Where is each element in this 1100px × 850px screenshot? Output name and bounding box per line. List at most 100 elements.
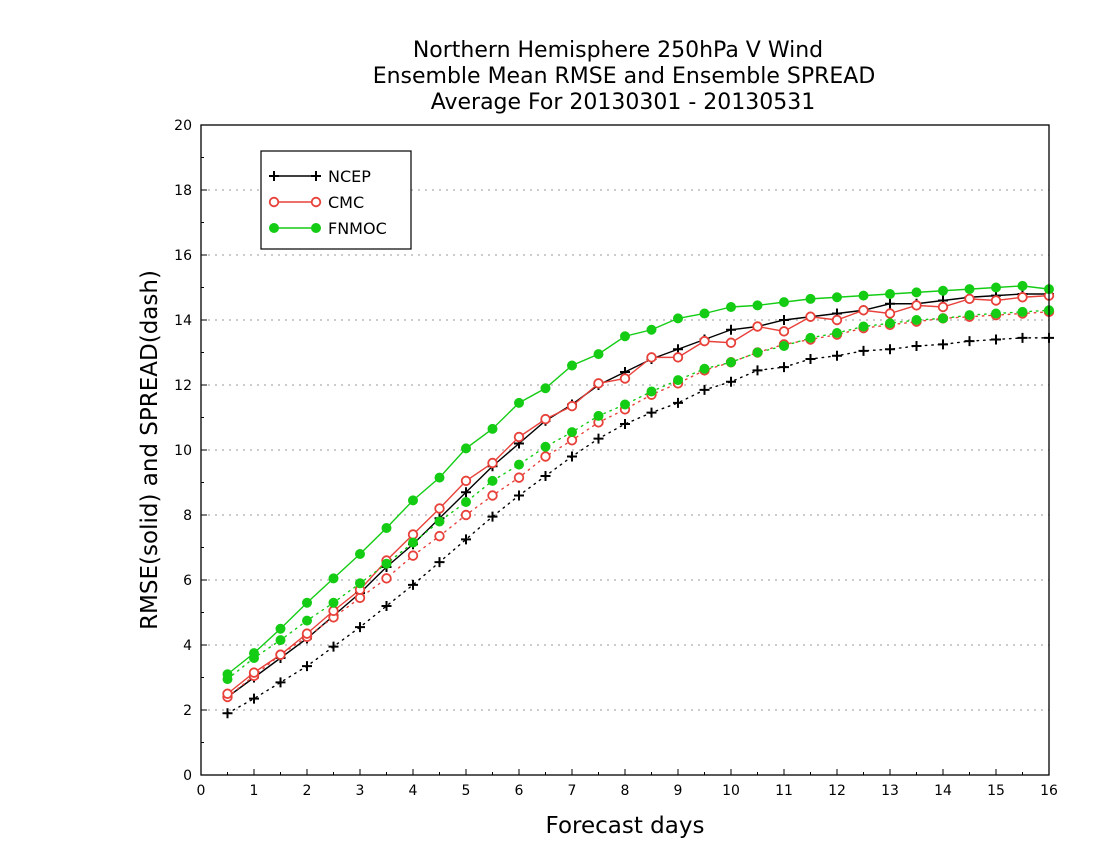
spread-point-fnmoc xyxy=(540,441,551,452)
spread-point-fnmoc xyxy=(964,310,975,321)
rmse-point-cmc xyxy=(699,335,710,347)
y-tick-label: 12 xyxy=(174,378,192,394)
rmse-point-fnmoc xyxy=(673,313,683,324)
spread-point-ncep xyxy=(540,471,551,481)
spread-line-fnmoc xyxy=(226,309,1050,680)
rmse-point-fnmoc xyxy=(1017,280,1028,291)
rmse-point-cmc xyxy=(725,337,737,348)
rmse-point-ncep xyxy=(726,324,736,335)
rmse-point-cmc xyxy=(646,352,657,363)
x-tick-label: 10 xyxy=(722,783,740,799)
rmse-point-ncep xyxy=(885,298,895,309)
spread-point-ncep xyxy=(832,350,842,361)
x-tick-label: 15 xyxy=(987,783,1005,799)
rmse-point-cmc xyxy=(434,503,445,514)
rmse-point-cmc xyxy=(778,326,790,337)
x-tick-label: 0 xyxy=(197,783,206,799)
rmse-point-cmc xyxy=(513,431,525,443)
spread-line-ncep xyxy=(226,337,1050,714)
spread-point-fnmoc xyxy=(461,497,471,507)
title-line-2: Ensemble Mean RMSE and Ensemble SPREAD xyxy=(373,64,876,89)
spread-point-fnmoc xyxy=(885,318,895,329)
rmse-point-fnmoc xyxy=(222,669,233,680)
spread-point-ncep xyxy=(858,345,869,356)
x-tick-label: 16 xyxy=(1040,783,1058,799)
rmse-point-cmc xyxy=(301,628,313,639)
spread-point-ncep xyxy=(355,622,365,633)
spread-point-ncep xyxy=(805,354,816,364)
series-cmc-spread xyxy=(222,306,1055,703)
rmse-point-cmc xyxy=(487,457,498,469)
rmse-point-fnmoc xyxy=(885,289,895,299)
series-ncep-spread xyxy=(222,332,1054,719)
spread-point-fnmoc xyxy=(275,635,286,646)
legend-marker xyxy=(310,196,322,208)
y-tick-label: 6 xyxy=(183,573,192,589)
y-tick-label: 2 xyxy=(183,703,192,719)
spread-point-ncep xyxy=(991,334,1001,345)
x-tick-label: 5 xyxy=(462,783,471,799)
series-fnmoc-rmse xyxy=(222,280,1054,680)
x-tick-label: 2 xyxy=(303,783,312,799)
rmse-point-fnmoc xyxy=(646,324,657,335)
rmse-point-cmc xyxy=(619,373,631,384)
spread-point-ncep xyxy=(593,433,604,444)
rmse-point-cmc xyxy=(858,305,869,316)
spread-point-fnmoc xyxy=(699,363,710,374)
spread-point-cmc xyxy=(540,451,551,462)
spread-point-ncep xyxy=(911,341,922,351)
plot-series xyxy=(222,280,1055,719)
rmse-point-cmc xyxy=(248,667,260,678)
spread-point-fnmoc xyxy=(328,597,339,608)
rmse-point-fnmoc xyxy=(249,648,259,659)
rmse-point-fnmoc xyxy=(355,549,365,559)
rmse-point-fnmoc xyxy=(275,623,286,634)
spread-point-ncep xyxy=(567,451,577,462)
rmse-point-fnmoc xyxy=(593,349,604,360)
spread-point-ncep xyxy=(434,557,445,568)
spread-point-fnmoc xyxy=(832,328,842,338)
spread-point-ncep xyxy=(726,376,736,387)
legend-marker xyxy=(269,171,279,181)
spread-point-ncep xyxy=(938,339,948,350)
rmse-point-cmc xyxy=(884,308,896,319)
x-tick-label: 4 xyxy=(409,783,418,799)
spread-point-ncep xyxy=(673,397,683,408)
legend-entry-cmc: CMC xyxy=(268,193,364,212)
x-tick-label: 13 xyxy=(881,783,899,799)
y-tick-label: 20 xyxy=(174,118,192,134)
spread-point-fnmoc xyxy=(567,427,577,438)
x-tick-label: 14 xyxy=(934,783,952,799)
spread-point-cmc xyxy=(513,472,525,483)
spread-point-ncep xyxy=(885,344,895,355)
rmse-line-cmc xyxy=(227,294,1050,695)
legend-label: CMC xyxy=(328,193,364,212)
spread-point-fnmoc xyxy=(302,615,312,626)
y-tick-label: 18 xyxy=(174,183,192,199)
rmse-point-fnmoc xyxy=(381,523,392,533)
rmse-point-cmc xyxy=(805,311,816,322)
y-axis-label: RMSE(solid) and SPREAD(dash) xyxy=(137,270,163,630)
spread-line-cmc xyxy=(226,311,1050,698)
spread-point-fnmoc xyxy=(779,341,789,351)
rmse-point-fnmoc xyxy=(434,472,445,483)
spread-point-fnmoc xyxy=(408,537,418,548)
spread-point-ncep xyxy=(752,365,763,376)
series-cmc-rmse xyxy=(222,290,1055,699)
y-tick-label: 10 xyxy=(174,443,192,459)
spread-point-ncep xyxy=(964,336,975,347)
rmse-point-cmc xyxy=(964,293,975,305)
legend-entry-fnmoc: FNMOC xyxy=(269,219,387,238)
spread-point-cmc xyxy=(487,490,498,501)
spread-point-ncep xyxy=(275,677,286,688)
y-tick-label: 0 xyxy=(183,768,192,784)
spread-point-fnmoc xyxy=(911,315,922,325)
x-tick-label: 9 xyxy=(674,783,683,799)
y-tick-label: 8 xyxy=(183,508,192,524)
y-tick-label: 14 xyxy=(174,313,192,329)
rmse-point-ncep xyxy=(779,315,789,325)
rmse-point-cmc xyxy=(911,300,922,311)
legend-marker xyxy=(269,223,279,233)
rmse-point-fnmoc xyxy=(726,302,736,312)
